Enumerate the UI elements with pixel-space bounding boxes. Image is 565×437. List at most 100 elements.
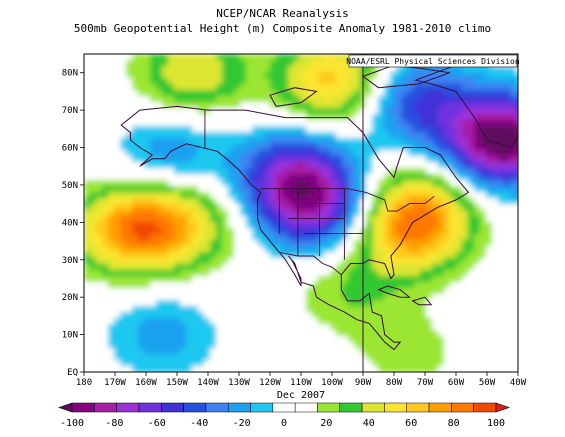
anomaly-cell xyxy=(162,78,169,85)
anomaly-cell xyxy=(300,120,307,127)
anomaly-cell xyxy=(420,360,427,367)
anomaly-cell xyxy=(198,180,205,187)
anomaly-cell xyxy=(114,84,121,91)
anomaly-cell xyxy=(384,204,391,211)
anomaly-cell xyxy=(246,366,253,372)
anomaly-cell xyxy=(168,210,175,217)
anomaly-cell xyxy=(420,120,427,127)
anomaly-cell xyxy=(342,162,349,169)
anomaly-cell xyxy=(312,336,319,343)
anomaly-cell xyxy=(438,324,445,331)
anomaly-cell xyxy=(348,162,355,169)
anomaly-cell xyxy=(342,324,349,331)
anomaly-cell xyxy=(186,150,193,157)
anomaly-cell xyxy=(438,258,445,265)
anomaly-cell xyxy=(84,60,91,67)
anomaly-cell xyxy=(492,96,499,103)
anomaly-cell xyxy=(336,354,343,361)
anomaly-cell xyxy=(270,66,277,73)
anomaly-cell xyxy=(276,132,283,139)
anomaly-cell xyxy=(300,126,307,133)
anomaly-cell xyxy=(348,348,355,355)
anomaly-cell xyxy=(504,204,511,211)
anomaly-cell xyxy=(348,96,355,103)
anomaly-cell xyxy=(306,270,313,277)
anomaly-cell xyxy=(366,216,373,223)
anomaly-cell xyxy=(288,234,295,241)
anomaly-cell xyxy=(90,276,97,283)
anomaly-cell xyxy=(450,360,457,367)
anomaly-cell xyxy=(294,126,301,133)
anomaly-cell xyxy=(282,168,289,175)
anomaly-cell xyxy=(510,198,517,205)
anomaly-cell xyxy=(408,72,415,79)
anomaly-cell xyxy=(336,156,343,163)
anomaly-cell xyxy=(228,354,235,361)
anomaly-cell xyxy=(234,72,241,79)
anomaly-cell xyxy=(414,102,421,109)
anomaly-cell xyxy=(288,258,295,265)
anomaly-cell xyxy=(174,96,181,103)
anomaly-cell xyxy=(198,84,205,91)
anomaly-cell xyxy=(468,336,475,343)
anomaly-cell xyxy=(390,312,397,319)
anomaly-cell xyxy=(462,168,469,175)
anomaly-cell xyxy=(120,294,127,301)
anomaly-cell xyxy=(384,138,391,145)
anomaly-cell xyxy=(474,138,481,145)
anomaly-cell xyxy=(384,336,391,343)
anomaly-cell xyxy=(276,234,283,241)
anomaly-cell xyxy=(456,306,463,313)
anomaly-cell xyxy=(204,210,211,217)
anomaly-cell xyxy=(444,240,451,247)
anomaly-cell xyxy=(330,78,337,85)
anomaly-cell xyxy=(300,150,307,157)
x-tick-label: 40W xyxy=(510,378,527,388)
anomaly-cell xyxy=(300,312,307,319)
anomaly-cell xyxy=(216,66,223,73)
anomaly-cell xyxy=(480,216,487,223)
anomaly-cell xyxy=(306,324,313,331)
anomaly-cell xyxy=(486,270,493,277)
anomaly-cell xyxy=(426,90,433,97)
anomaly-cell xyxy=(258,198,265,205)
anomaly-cell xyxy=(456,234,463,241)
anomaly-cell xyxy=(492,120,499,127)
anomaly-cell xyxy=(516,126,518,133)
anomaly-cell xyxy=(486,138,493,145)
anomaly-cell xyxy=(330,294,337,301)
anomaly-cell xyxy=(270,186,277,193)
anomaly-cell xyxy=(486,156,493,163)
anomaly-cell xyxy=(468,156,475,163)
anomaly-cell xyxy=(156,90,163,97)
anomaly-cell xyxy=(438,354,445,361)
anomaly-cell xyxy=(432,312,439,319)
anomaly-cell xyxy=(96,270,103,277)
anomaly-cell xyxy=(462,138,469,145)
anomaly-cell xyxy=(420,216,427,223)
anomaly-cell xyxy=(90,102,97,109)
anomaly-cell xyxy=(120,318,127,325)
anomaly-cell xyxy=(240,240,247,247)
anomaly-cell xyxy=(294,108,301,115)
anomaly-cell xyxy=(120,282,127,289)
anomaly-cell xyxy=(492,264,499,271)
anomaly-cell xyxy=(510,246,517,253)
anomaly-cell xyxy=(156,234,163,241)
anomaly-cell xyxy=(108,348,115,355)
coastline xyxy=(377,285,411,298)
anomaly-cell xyxy=(192,204,199,211)
anomaly-cell xyxy=(306,84,313,91)
anomaly-cell xyxy=(270,354,277,361)
anomaly-cell xyxy=(462,312,469,319)
colorbar: -100 -80 -60 -40 -20 0 20 40 60 80 100 xyxy=(58,402,510,429)
anomaly-cell xyxy=(108,78,115,85)
anomaly-cell xyxy=(234,66,241,73)
anomaly-cell xyxy=(288,192,295,199)
anomaly-cell xyxy=(210,222,217,229)
anomaly-cell xyxy=(210,162,217,169)
anomaly-cell xyxy=(138,156,145,163)
anomaly-cell xyxy=(222,126,229,133)
anomaly-cell xyxy=(138,348,145,355)
anomaly-cell xyxy=(276,294,283,301)
